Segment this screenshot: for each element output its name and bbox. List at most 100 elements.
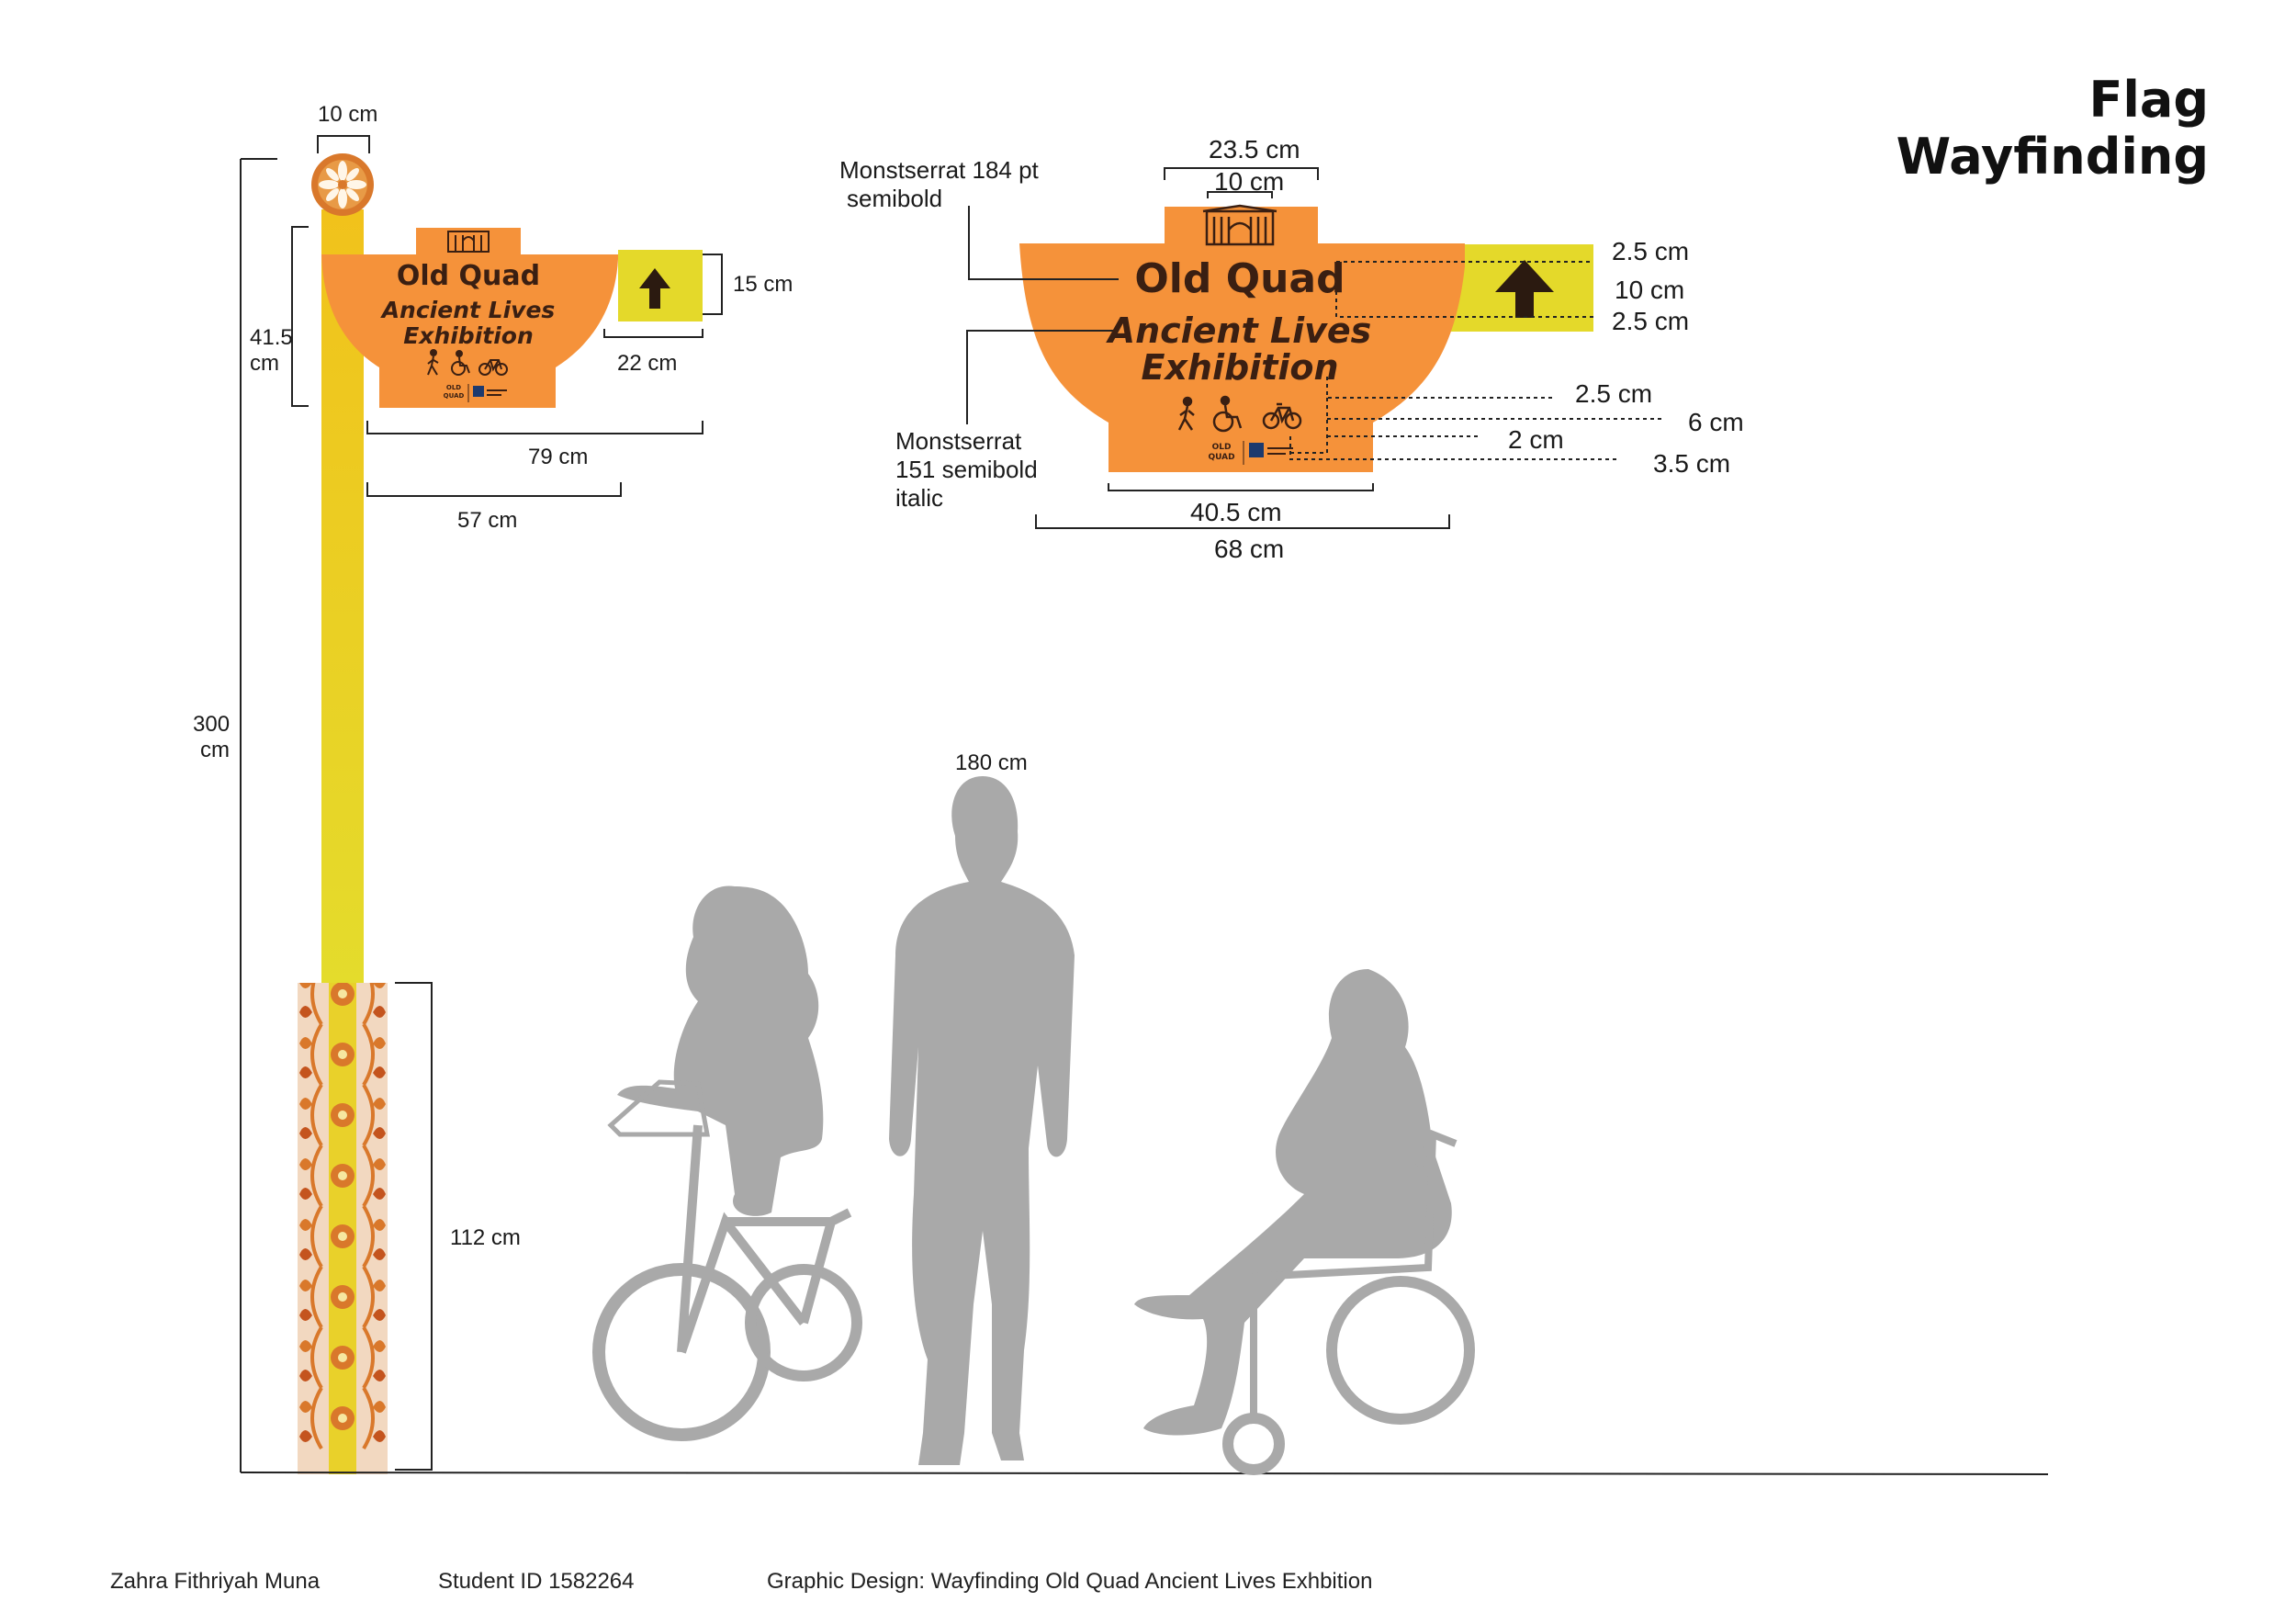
pattern-leaf xyxy=(299,1158,312,1170)
pattern-leaf xyxy=(299,1280,312,1291)
pattern-leaf xyxy=(373,983,386,988)
pattern-leaf xyxy=(299,1401,312,1413)
footer-project: Graphic Design: Wayfinding Old Quad Anci… xyxy=(767,1569,1373,1594)
pattern-wave xyxy=(310,1386,375,1450)
dim-pattern-height: 112 cm xyxy=(450,1225,521,1250)
dim-person-height: 180 cm xyxy=(955,750,1028,775)
pattern-leaf xyxy=(299,1066,312,1078)
pattern-wave xyxy=(310,1083,375,1147)
logo-small xyxy=(467,384,507,402)
pattern-leaf xyxy=(373,1037,386,1049)
dim-sign-height-value: 41.5 xyxy=(250,325,293,350)
pattern-rosette-center xyxy=(338,989,347,998)
sign-small xyxy=(321,228,703,408)
arrow-up-icon xyxy=(1495,260,1554,318)
footer-student-id: Student ID 1582264 xyxy=(438,1569,635,1594)
pattern-leaf xyxy=(373,1098,386,1110)
pattern-leaf xyxy=(299,1370,312,1382)
pattern-leaf xyxy=(373,1280,386,1291)
logo-detail-text-1: OLD xyxy=(1211,443,1232,452)
pattern-leaf xyxy=(299,1006,312,1018)
pattern-leaf xyxy=(373,1370,386,1382)
pattern-leaf xyxy=(299,1188,312,1200)
pattern-wave xyxy=(310,983,375,1026)
dim-arrow-width: 22 cm xyxy=(617,351,678,376)
pattern-leaf xyxy=(373,1158,386,1170)
pattern-leaf xyxy=(299,1127,312,1139)
dimension-lines-detail xyxy=(966,167,1450,529)
standing-person-silhouette xyxy=(889,776,1075,1465)
title-line-2: Wayfinding xyxy=(1896,128,2209,186)
pattern-leaf xyxy=(299,1248,312,1260)
dim-top-ornament: 10 cm xyxy=(318,102,378,127)
dim-sign-width: 79 cm xyxy=(528,445,589,469)
dimension-lines-small xyxy=(240,135,2049,1475)
pattern-wave xyxy=(310,1204,375,1269)
pattern-leaf xyxy=(373,1219,386,1231)
font-note-title: Monstserrat 184 pt semibold xyxy=(839,156,1039,213)
dim-pole-height-unit: cm xyxy=(200,738,230,762)
pattern-leaf xyxy=(299,1340,312,1352)
gate-icon xyxy=(1202,204,1277,246)
font-note-sub-line-1: Monstserrat xyxy=(895,427,1022,455)
pattern-leaf xyxy=(299,983,312,988)
dim-margin-bottom: 2.5 cm xyxy=(1612,307,1690,335)
dim-margin-top: 2.5 cm xyxy=(1612,237,1690,265)
pattern-rosette-center xyxy=(338,1353,347,1362)
accessibility-icons-small xyxy=(427,349,508,376)
pattern-leaf xyxy=(373,1006,386,1018)
font-note-title-line-1: Monstserrat 184 pt xyxy=(839,156,1039,184)
sign-small-subtitle-1: Ancient Lives xyxy=(381,297,556,323)
font-note-sub-line-2: 151 semibold xyxy=(895,456,1038,483)
pattern-leaf xyxy=(299,1098,312,1110)
pattern-rosette-center xyxy=(338,1111,347,1120)
pattern-leaf xyxy=(373,1066,386,1078)
pattern-leaf xyxy=(299,1430,312,1442)
pattern-wave xyxy=(310,1022,375,1087)
sign-small-name: Old Quad xyxy=(396,260,541,292)
sign-detail-subtitle-2: Exhibition xyxy=(1141,347,1339,388)
dim-base-width: 40.5 cm xyxy=(1190,498,1282,526)
dim-logo-height: 3.5 cm xyxy=(1653,449,1731,478)
pole-top-ornament xyxy=(311,153,374,216)
font-note-subtitle: Monstserrat 151 semibold italic xyxy=(895,427,1038,513)
wheelchair-user-silhouette xyxy=(1134,969,1475,1475)
dashed-leaders xyxy=(1289,261,1664,460)
dim-arrow-height: 15 cm xyxy=(733,272,793,297)
logo-small-text-2: QUAD xyxy=(443,392,465,400)
font-note-sub-line-3: italic xyxy=(895,484,944,512)
dim-logo-gap: 2 cm xyxy=(1508,425,1564,454)
pattern-rosette-center xyxy=(338,1171,347,1180)
dim-arrow-size: 10 cm xyxy=(1615,276,1685,304)
dim-gate-width: 10 cm xyxy=(1214,167,1285,196)
pattern-leaf xyxy=(373,1188,386,1200)
pattern-wave xyxy=(310,1144,375,1208)
pattern-leaf xyxy=(299,1219,312,1231)
sign-detail-subtitle-1: Ancient Lives xyxy=(1108,310,1372,351)
pattern-rosette-center xyxy=(338,1292,347,1302)
pattern-rosette-center xyxy=(338,1414,347,1423)
pole-pattern-base xyxy=(298,983,388,1474)
gate-icon xyxy=(447,231,490,253)
sign-small-subtitle-2: Exhibition xyxy=(403,322,534,349)
pattern-rosette-center xyxy=(338,1050,347,1059)
footer-author: Zahra Fithriyah Muna xyxy=(110,1569,321,1594)
logo-small-text-1: OLD xyxy=(445,384,462,391)
pattern-leaf xyxy=(299,1309,312,1321)
pattern-leaf xyxy=(373,1401,386,1413)
pattern-leaf xyxy=(373,1248,386,1260)
dim-panel-width: 57 cm xyxy=(457,508,518,533)
accessibility-icons-detail xyxy=(1177,395,1302,433)
pattern-leaf xyxy=(373,1127,386,1139)
pattern-wave xyxy=(310,1265,375,1329)
arrow-up-icon xyxy=(639,268,670,309)
pattern-rosette-center xyxy=(338,1232,347,1241)
pattern-leaf xyxy=(299,1037,312,1049)
title-line-1: Flag xyxy=(2088,71,2210,129)
sign-detail xyxy=(1019,204,1593,472)
dim-top-width: 23.5 cm xyxy=(1209,135,1300,164)
bicycle-rider-silhouette xyxy=(592,885,862,1441)
pattern-leaf xyxy=(373,1309,386,1321)
